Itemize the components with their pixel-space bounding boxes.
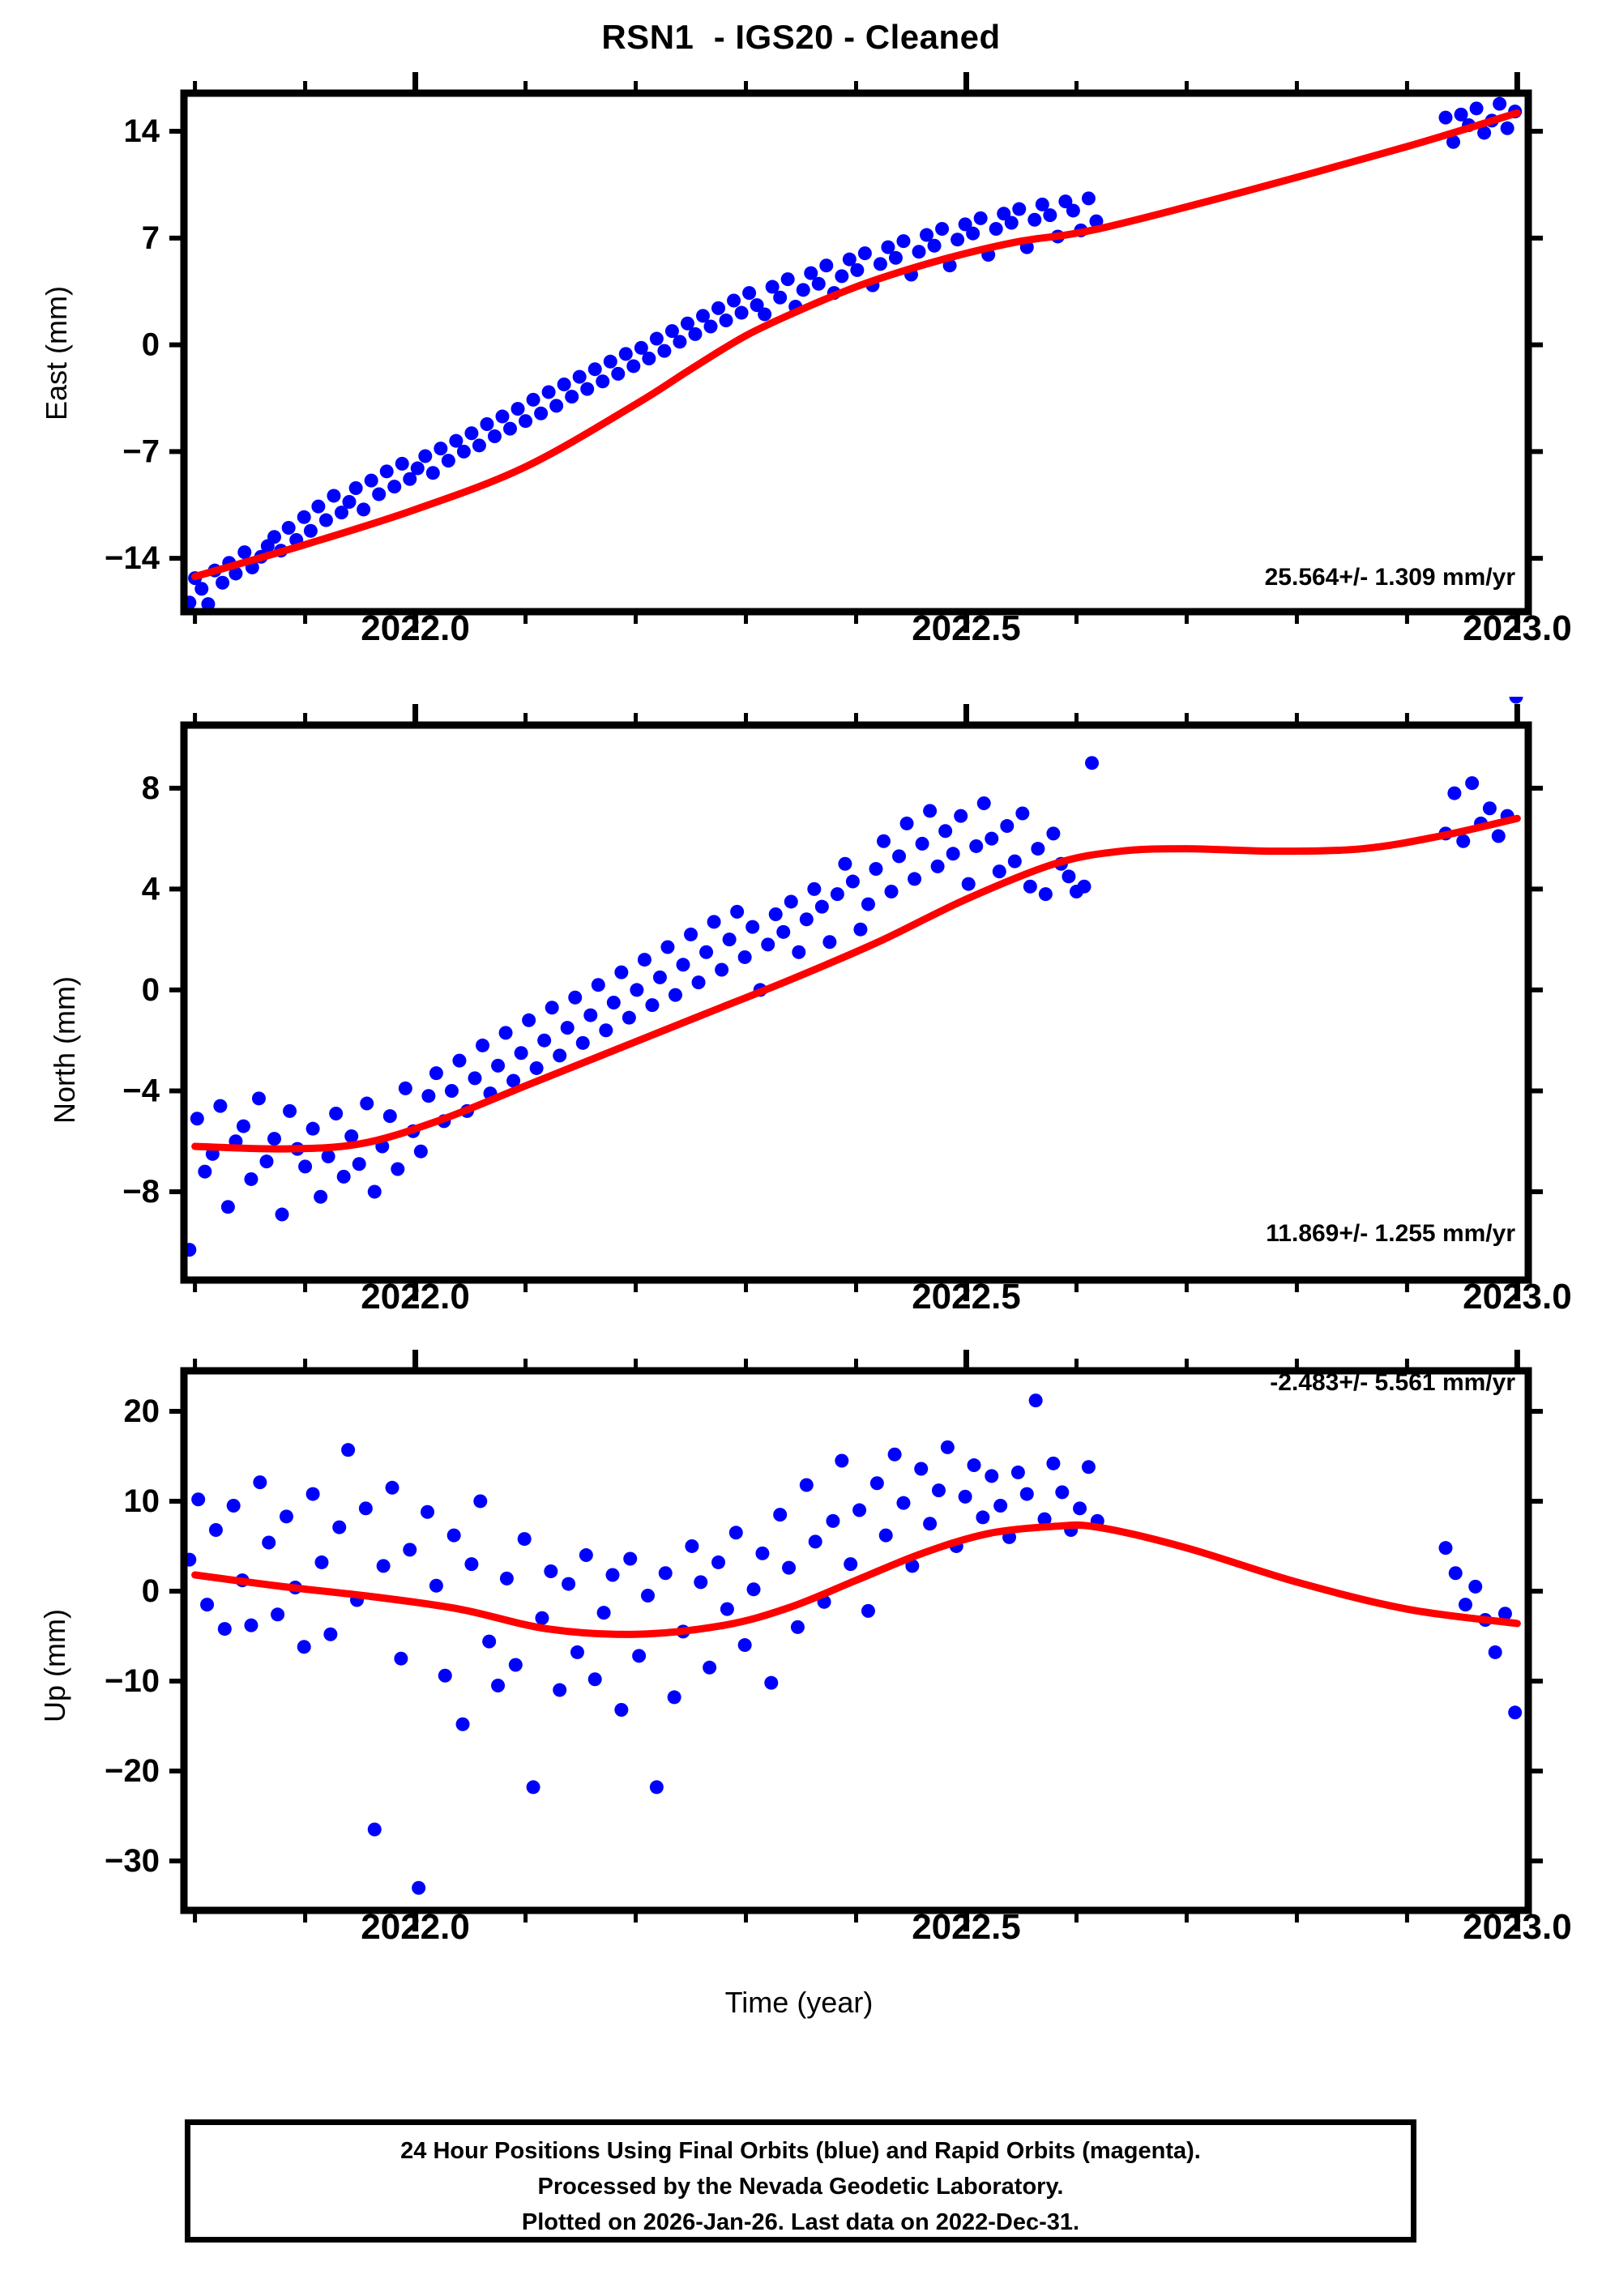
up-axis-label: Up (mm) — [38, 1609, 71, 1722]
data-points — [182, 697, 1523, 1257]
x-tick-label: 2023.0 — [1463, 608, 1572, 648]
north-rate-annotation: 11.869+/- 1.255 mm/yr — [1266, 1220, 1515, 1247]
x-axis-label: Time (year) — [724, 1986, 874, 2019]
north-axis-label: North (mm) — [48, 976, 81, 1124]
x-tick-label: 2022.0 — [361, 1277, 470, 1317]
panel-up: 20 10 0 −10 −20 −30 2022.0 2022.5 2023.0 — [0, 1345, 1602, 2042]
east-rate-annotation: 25.564+/- 1.309 mm/yr — [1264, 564, 1515, 591]
y-tick-label: −14 — [105, 540, 160, 576]
trend-line — [191, 109, 1521, 581]
east-axis-label: East (mm) — [40, 286, 73, 420]
panel-east: 14 7 0 −7 −14 2022.0 2022.5 2023.0 — [0, 0, 1602, 648]
data-points — [182, 1393, 1523, 1895]
caption-line-1: 24 Hour Positions Using Final Orbits (bl… — [400, 2138, 1201, 2164]
up-rate-annotation: -2.483+/- 5.561 mm/yr — [1270, 1369, 1515, 1396]
y-tick-label: −7 — [122, 433, 160, 469]
y-tick-label: 10 — [124, 1483, 160, 1519]
trend-line — [191, 1521, 1521, 1638]
caption-line-3: Plotted on 2026-Jan-26. Last data on 202… — [521, 2209, 1080, 2235]
y-tick-label: −8 — [122, 1174, 160, 1210]
y-tick-label: 14 — [124, 113, 160, 149]
x-tick-label: 2022.5 — [912, 1907, 1021, 1947]
y-tick-label: 8 — [142, 770, 160, 806]
y-tick-label: 4 — [142, 871, 160, 907]
east-plot-svg: 14 7 0 −7 −14 2022.0 2022.5 2023.0 — [105, 72, 1572, 648]
north-plot-svg: 8 4 0 −4 −8 2022.0 2022.5 2023.0 — [122, 697, 1572, 1317]
page-title: RSN1 - IGS20 - Cleaned — [601, 18, 1001, 56]
x-tick-label: 2023.0 — [1463, 1277, 1572, 1317]
y-tick-label: −30 — [105, 1843, 160, 1879]
trend-line — [191, 814, 1521, 1153]
y-tick-label: 20 — [124, 1393, 160, 1429]
caption-line-2: Processed by the Nevada Geodetic Laborat… — [537, 2174, 1064, 2200]
y-tick-label: −4 — [122, 1073, 160, 1108]
y-tick-label: 0 — [142, 972, 160, 1008]
panel-north: 8 4 0 −4 −8 2022.0 2022.5 2023.0 — [0, 697, 1602, 1345]
x-tick-label: 2022.5 — [912, 608, 1021, 648]
x-tick-label: 2022.0 — [361, 608, 470, 648]
y-tick-label: 7 — [142, 220, 160, 256]
y-tick-label: 0 — [142, 1573, 160, 1609]
x-tick-label: 2022.5 — [912, 1277, 1021, 1317]
y-tick-label: −10 — [105, 1663, 160, 1699]
y-tick-label: 0 — [142, 327, 160, 363]
x-tick-label: 2023.0 — [1463, 1907, 1572, 1947]
x-tick-label: 2022.0 — [361, 1907, 470, 1947]
up-plot-svg: 20 10 0 −10 −20 −30 2022.0 2022.5 2023.0 — [105, 1350, 1572, 1947]
y-tick-label: −20 — [105, 1753, 160, 1789]
caption-box: 24 Hour Positions Using Final Orbits (bl… — [185, 2119, 1416, 2243]
